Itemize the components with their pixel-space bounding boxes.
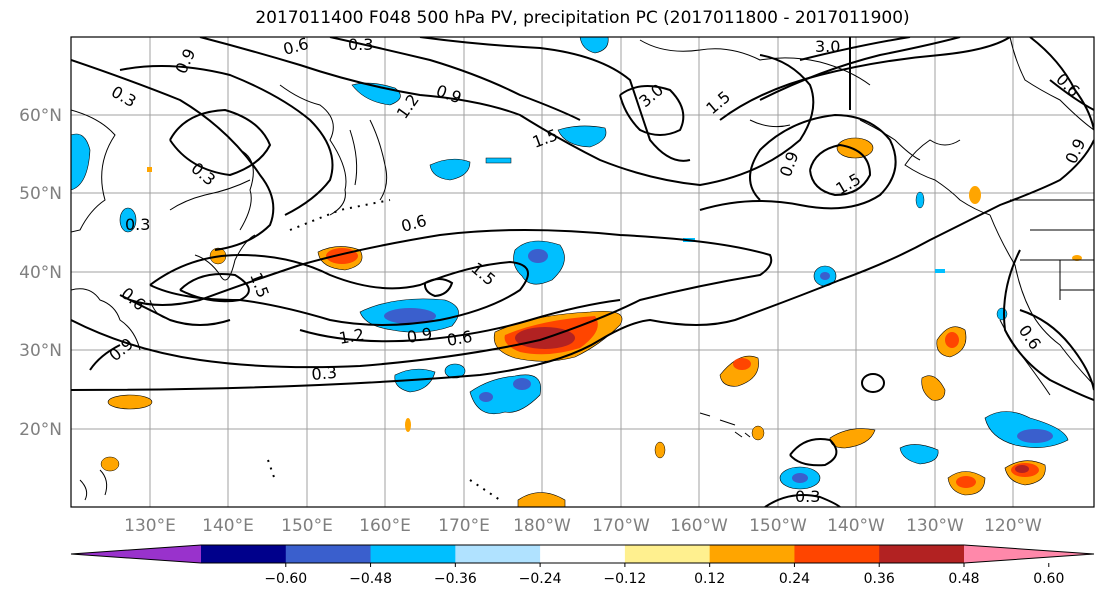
colorbar-tick-label: −0.24	[519, 571, 562, 587]
map-title: 2017011400 F048 500 hPa PV, precipitatio…	[255, 8, 910, 28]
precip-patch	[429, 158, 471, 181]
precip-patch	[557, 125, 607, 148]
precip-patch	[1017, 429, 1053, 443]
contour-label: 0.6	[281, 34, 311, 59]
pv-contours	[71, 37, 1094, 507]
contour-label: 0.6	[445, 327, 473, 350]
latitude-labels: 60°N 50°N 40°N 30°N 20°N	[19, 106, 62, 440]
contour-label: 0.9	[405, 324, 433, 347]
colorbar-segment	[370, 545, 456, 563]
colorbar-segment	[201, 545, 287, 563]
precip-patch	[147, 167, 152, 172]
lon-label: 140°E	[202, 516, 254, 536]
precip-patch	[71, 133, 91, 191]
precip-patch	[100, 456, 120, 472]
lon-label: 180°W	[513, 516, 571, 536]
longitude-labels: 130°E 140°E 150°E 160°E 170°E 180°W 170°…	[124, 516, 1042, 536]
precip-patch	[444, 363, 466, 379]
coastlines	[71, 37, 1094, 501]
gridlines	[71, 37, 1094, 507]
precip-patch	[945, 332, 959, 348]
lon-label: 130°E	[124, 516, 176, 536]
precip-patch	[1015, 465, 1029, 473]
positive-precip-patches	[100, 137, 1082, 507]
colorbar-segment	[540, 545, 626, 563]
precipitation-shading	[71, 37, 1082, 507]
contour-label: 0.3	[311, 363, 338, 384]
colorbar-tick-label: 0.24	[779, 571, 810, 587]
lon-label: 130°W	[906, 516, 964, 536]
colorbar-tick-label: 0.36	[864, 571, 895, 587]
colorbar-tick-label: 0.60	[1033, 571, 1064, 587]
precip-patch	[996, 307, 1008, 321]
colorbar-tick-label: 0.48	[948, 571, 979, 587]
precip-patch	[107, 394, 153, 410]
precip-patch	[119, 207, 137, 233]
precip-patch	[654, 441, 666, 459]
colorbar-segment	[879, 545, 965, 563]
colorbar-segment	[794, 545, 880, 563]
precip-patch	[935, 269, 945, 273]
colorbar-tick-label: −0.48	[349, 571, 392, 587]
contour-label: 0.3	[125, 215, 150, 234]
lon-label: 120°W	[984, 516, 1042, 536]
lon-label: 160°W	[670, 516, 728, 536]
map-panel: 0.3 0.9 0.6 0.3 0.9 1.2 1.5 0.3 0.3 0.6 …	[70, 34, 1095, 508]
colorbar-segment	[455, 545, 541, 563]
colorbar: −0.60 −0.48 −0.36 −0.24 −0.12 0.12 0.24 0.36 0.4…	[70, 544, 1095, 587]
precip-patch	[513, 378, 531, 390]
colorbar-tick-label: −0.12	[603, 571, 646, 587]
precip-patch	[384, 308, 436, 324]
negative-precip-patches	[71, 37, 1069, 490]
colorbar-tick-label: −0.60	[264, 571, 307, 587]
lat-label: 50°N	[19, 184, 62, 204]
precip-patch	[517, 492, 566, 507]
lon-label: 170°W	[592, 516, 650, 536]
lat-label: 40°N	[19, 263, 62, 283]
precip-patch	[899, 444, 939, 465]
precip-patch	[969, 186, 981, 204]
contour-label: 0.3	[795, 487, 820, 506]
lon-label: 140°W	[827, 516, 885, 536]
contour-label: 0.3	[348, 35, 373, 54]
lon-label: 150°E	[281, 516, 333, 536]
lat-label: 20°N	[19, 420, 62, 440]
lat-label: 60°N	[19, 106, 62, 126]
colorbar-segment	[285, 545, 372, 563]
colorbar-extend-max	[964, 545, 1094, 563]
precip-patch	[479, 392, 493, 402]
precip-patch	[528, 249, 548, 263]
colorbar-extend-min	[71, 545, 201, 563]
lon-label: 170°E	[438, 516, 490, 536]
map-border	[70, 36, 1095, 508]
colorbar-segment	[709, 545, 795, 563]
lon-label: 160°E	[359, 516, 411, 536]
contour-label: 3.0	[815, 37, 840, 56]
lat-label: 30°N	[19, 341, 62, 361]
precip-patch	[792, 473, 808, 483]
island-dots	[267, 199, 501, 501]
precip-patch	[956, 476, 976, 488]
precip-patch	[915, 191, 925, 209]
precip-patch	[751, 425, 765, 441]
precip-patch	[733, 358, 751, 370]
precip-patch	[836, 137, 874, 159]
colorbar-tick-label: 0.12	[694, 571, 725, 587]
colorbar-segment	[624, 545, 711, 563]
precip-patch	[485, 157, 512, 164]
colorbar-tick-label: −0.36	[434, 571, 477, 587]
colorbar-outline	[70, 544, 1095, 564]
precip-patch	[921, 375, 946, 401]
precip-patch	[579, 37, 609, 54]
precip-patch	[820, 272, 830, 280]
contour-label: 1.2	[337, 325, 365, 348]
lon-label: 150°W	[749, 516, 807, 536]
precip-patch	[405, 418, 411, 432]
